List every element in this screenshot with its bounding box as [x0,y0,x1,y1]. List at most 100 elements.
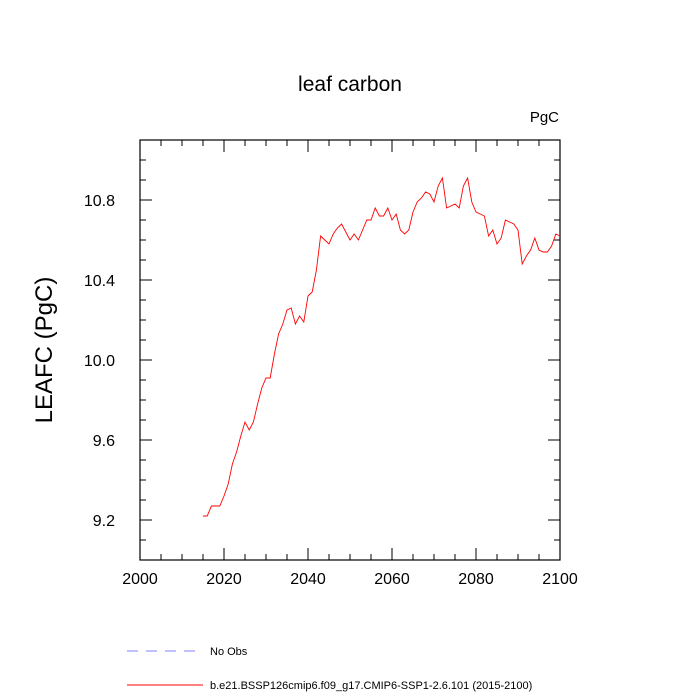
legend-label-no-obs: No Obs [210,646,248,658]
plot-frame [139,139,561,561]
data-point [316,269,317,270]
y-tick-label: 10.8 [84,193,115,210]
data-point [362,229,363,230]
data-point [517,229,518,230]
data-point [341,223,342,224]
data-point [303,321,304,322]
units-label: PgC [530,109,559,126]
x-tick-label: 2000 [122,571,158,588]
data-point [480,213,481,214]
data-point [488,235,489,236]
data-point [286,309,287,310]
data-point [274,353,275,354]
data-point [291,307,292,308]
data-point [261,387,262,388]
data-point [513,223,514,224]
data-point [404,233,405,234]
x-tick-label: 2040 [290,571,326,588]
axis-ticks [139,139,561,561]
series-line [203,176,561,517]
data-point [433,201,434,202]
data-point [211,505,212,506]
data-point [496,243,497,244]
data-point [270,377,271,378]
data-point [446,207,447,208]
data-point [551,245,552,246]
y-tick-labels: 9.2 9.6 10.0 10.4 10.8 [84,193,115,530]
data-point [421,197,422,198]
data-point [219,505,220,506]
data-point [492,229,493,230]
data-point [299,315,300,316]
data-point [530,249,531,250]
y-axis-label: LEAFC (PgC) [31,277,58,424]
data-point [450,205,451,206]
data-point [375,207,376,208]
legend-label-model: b.e21.BSSP126cmip6.f09_g17.CMIP6-SSP1-2.… [210,680,532,692]
data-point [366,219,367,220]
data-point [379,215,380,216]
data-point [526,255,527,256]
data-point [278,333,279,334]
chart-title: leaf carbon [298,73,402,96]
data-point [387,207,388,208]
data-point [417,201,418,202]
x-tick-label: 2060 [374,571,410,588]
data-point [412,211,413,212]
legend: No Obs b.e21.BSSP126cmip6.f09_g17.CMIP6-… [127,646,532,692]
data-point [459,207,460,208]
data-point [555,233,556,234]
data-point [345,231,346,232]
data-point [324,239,325,240]
data-point [207,515,208,516]
data-point [471,201,472,202]
data-point [463,185,464,186]
data-point [522,263,523,264]
data-point [240,435,241,436]
data-point [505,219,506,220]
data-point [257,403,258,404]
data-point [391,219,392,220]
data-point [358,239,359,240]
data-point [232,463,233,464]
data-point [408,229,409,230]
x-tick-label: 2100 [542,571,578,588]
data-point [349,239,350,240]
y-tick-label: 9.6 [93,433,115,450]
data-point [370,219,371,220]
data-point [253,421,254,422]
data-point [467,177,468,178]
data-point [438,185,439,186]
data-point [547,251,548,252]
y-tick-label: 10.0 [84,353,115,370]
data-point [223,495,224,496]
y-tick-label: 9.2 [93,513,115,530]
data-point [202,515,203,516]
data-point [249,429,250,430]
data-point [509,221,510,222]
data-point [501,237,502,238]
series-points [202,177,560,516]
data-point [295,323,296,324]
data-point [484,215,485,216]
x-tick-labels: 2000 2020 2040 2060 2080 2100 [122,571,578,588]
data-point [215,505,216,506]
data-point [236,451,237,452]
data-point [244,421,245,422]
data-point [383,215,384,216]
data-point [400,229,401,230]
data-point [559,235,560,236]
x-tick-label: 2020 [206,571,242,588]
data-point [265,377,266,378]
data-point [328,243,329,244]
data-point [307,295,308,296]
data-point [320,235,321,236]
data-point [454,203,455,204]
data-point [475,211,476,212]
data-point [538,249,539,250]
data-point [228,483,229,484]
data-point [337,227,338,228]
data-point [425,191,426,192]
data-point [429,193,430,194]
